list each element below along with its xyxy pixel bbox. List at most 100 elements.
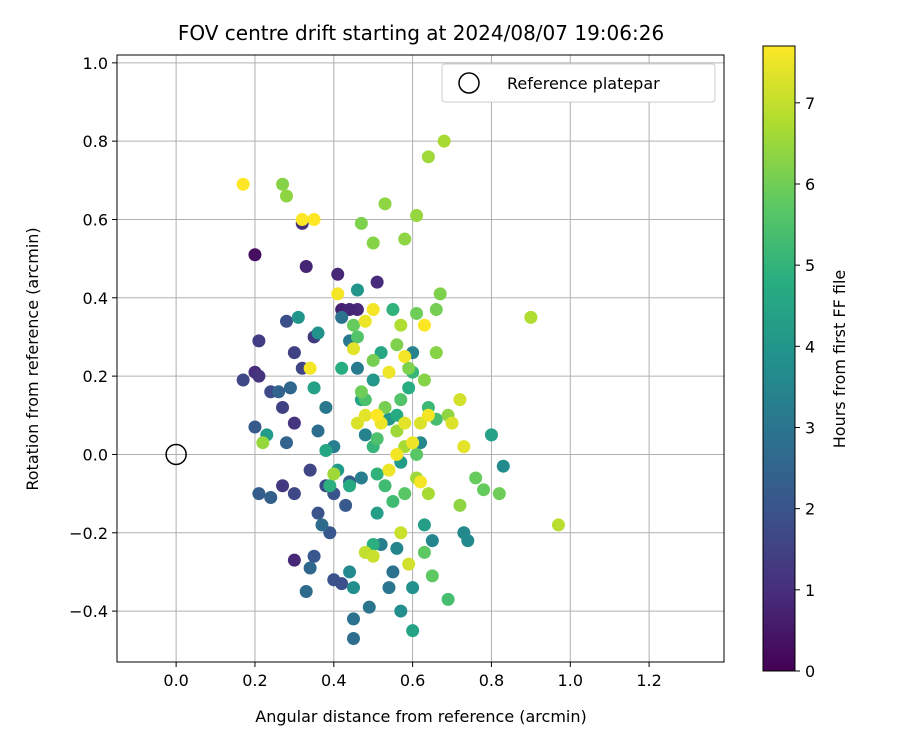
data-point — [417, 373, 431, 387]
colorbar-tick-label: 4 — [805, 337, 815, 356]
data-point — [327, 467, 341, 481]
data-point — [394, 604, 408, 618]
data-point — [366, 549, 380, 563]
data-point — [307, 549, 321, 563]
data-point — [378, 479, 392, 493]
data-point — [291, 310, 305, 324]
data-point — [370, 506, 384, 520]
data-point — [406, 624, 420, 638]
data-point — [315, 518, 329, 532]
data-point — [311, 424, 325, 438]
data-point — [335, 577, 349, 591]
data-point — [394, 318, 408, 332]
data-point — [386, 494, 400, 508]
data-point — [524, 310, 538, 324]
x-axis-ticks: 0.0 0.2 0.4 0.6 0.8 1.0 1.2 — [163, 662, 662, 690]
data-point — [279, 189, 293, 203]
data-point — [410, 306, 424, 320]
x-tick-label: 0.2 — [242, 671, 267, 690]
y-tick-label: 0.2 — [83, 367, 108, 386]
data-point — [374, 346, 388, 360]
data-point — [323, 526, 337, 540]
legend-label: Reference platepar — [507, 74, 660, 93]
colorbar-gradient — [762, 45, 796, 672]
data-point — [319, 444, 333, 458]
data-point — [366, 236, 380, 250]
data-point — [366, 373, 380, 387]
data-point — [303, 561, 317, 575]
data-point — [414, 475, 427, 489]
data-point — [256, 436, 270, 450]
data-point — [287, 553, 301, 567]
data-point — [299, 259, 313, 273]
data-point — [303, 361, 317, 375]
data-point — [390, 424, 404, 438]
colorbar-tick-label: 0 — [805, 662, 815, 681]
data-point — [402, 557, 416, 571]
x-tick-label: 1.0 — [558, 671, 583, 690]
y-tick-label: −0.2 — [69, 524, 108, 543]
x-tick-label: 1.2 — [636, 671, 661, 690]
data-point — [358, 314, 372, 328]
data-point — [346, 342, 360, 356]
data-point — [366, 303, 380, 317]
data-point — [417, 545, 431, 559]
data-point — [414, 416, 427, 430]
data-point — [551, 518, 565, 532]
data-point — [339, 498, 353, 512]
data-point — [410, 209, 424, 223]
y-axis-ticks: −0.4 −0.2 0.0 0.2 0.4 0.6 0.8 1.0 — [69, 54, 117, 621]
x-tick-label: 0.0 — [163, 671, 188, 690]
data-point — [346, 581, 360, 595]
data-point — [346, 612, 360, 626]
data-point — [307, 212, 321, 226]
data-point — [477, 483, 491, 497]
data-point — [492, 487, 506, 501]
data-point — [370, 467, 384, 481]
data-point — [390, 541, 404, 555]
data-point — [343, 479, 357, 493]
data-point — [398, 350, 412, 364]
data-point — [319, 400, 333, 414]
data-point — [343, 303, 357, 317]
data-point — [410, 447, 424, 461]
data-point — [350, 361, 364, 375]
data-point — [398, 487, 412, 501]
y-tick-label: 1.0 — [83, 54, 108, 73]
data-point — [276, 479, 290, 493]
data-point — [276, 177, 290, 191]
data-point — [299, 585, 313, 599]
chart-title: FOV centre drift starting at 2024/08/07 … — [178, 21, 664, 45]
data-point — [425, 569, 439, 583]
x-tick-label: 0.8 — [479, 671, 504, 690]
data-point — [236, 177, 250, 191]
y-tick-label: 0.4 — [83, 289, 108, 308]
data-point — [287, 487, 301, 501]
data-point — [252, 369, 266, 383]
data-point — [323, 479, 337, 493]
data-point — [417, 518, 431, 532]
data-point — [421, 487, 435, 501]
data-point — [343, 565, 357, 579]
data-point — [370, 275, 384, 289]
data-point — [453, 498, 467, 512]
data-point — [331, 267, 345, 281]
data-point — [248, 420, 262, 434]
data-point — [421, 408, 435, 422]
data-point — [307, 381, 321, 395]
data-point — [457, 440, 471, 454]
data-point — [461, 534, 475, 548]
data-point — [390, 408, 404, 422]
data-point — [425, 534, 439, 548]
data-point — [386, 303, 400, 317]
data-point — [335, 361, 349, 375]
data-point — [311, 326, 325, 340]
data-point — [386, 565, 400, 579]
data-point — [287, 416, 301, 430]
data-point — [382, 581, 396, 595]
data-point — [402, 361, 416, 375]
colorbar-tick-label: 5 — [805, 256, 815, 275]
colorbar-tick-label: 6 — [805, 175, 815, 194]
data-point — [311, 506, 325, 520]
